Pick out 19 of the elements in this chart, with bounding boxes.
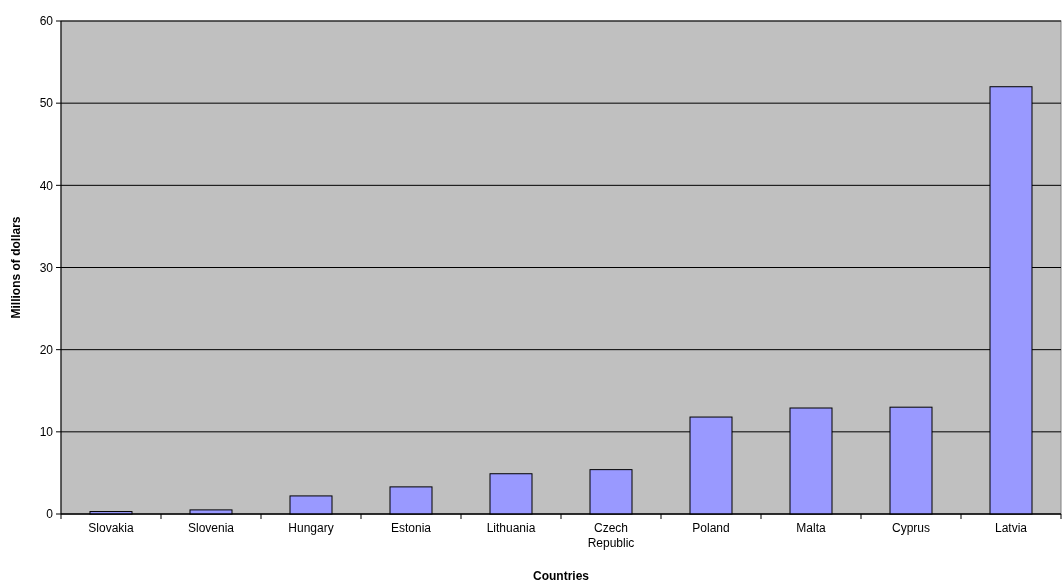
x-tick-label: Hungary (288, 521, 334, 535)
y-tick-label: 10 (39, 425, 54, 440)
y-tick-label: 50 (39, 96, 54, 111)
x-tick-label: Slovenia (187, 521, 235, 535)
x-tick-label: Cyprus (891, 521, 931, 535)
x-tick-label: Lithuania (486, 521, 536, 535)
x-tick-label: Latvia (994, 521, 1028, 535)
y-tick-label: 30 (39, 260, 54, 275)
y-tick-label: 40 (39, 178, 54, 193)
y-tick-label: 60 (39, 14, 54, 29)
y-tick-label: 0 (46, 507, 54, 522)
x-tick-label: Estonia (390, 521, 432, 535)
x-axis-title: Countries (532, 569, 590, 583)
x-tick-label: Slovakia (88, 521, 134, 535)
x-tick-label: Czech Republic (587, 521, 635, 550)
y-axis-title: Millions of dollars (9, 216, 23, 319)
x-tick-label: Poland (692, 521, 730, 535)
y-tick-label: 20 (39, 342, 54, 357)
x-tick-label: Malta (796, 521, 826, 535)
